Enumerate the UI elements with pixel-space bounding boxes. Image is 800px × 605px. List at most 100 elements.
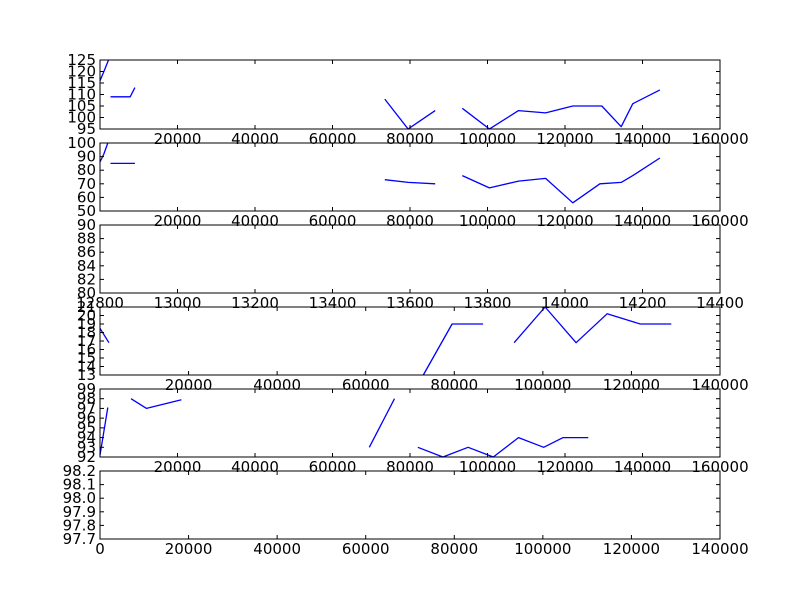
y-tick-label: 105	[67, 97, 96, 115]
y-tick-label: 86	[77, 243, 96, 261]
x-tick-label: 20000	[165, 376, 213, 394]
y-tick-label: 95	[77, 419, 96, 437]
series-line-segment	[384, 179, 436, 185]
series-line-segment	[130, 398, 182, 410]
x-tick-label: 14000	[541, 294, 589, 312]
x-tick-label: 13400	[309, 294, 357, 312]
x-tick-label: 20000	[154, 458, 202, 476]
y-tick-label: 98.1	[63, 476, 96, 494]
series-line-segment	[422, 323, 484, 376]
x-tick-label: 120000	[603, 376, 660, 394]
x-tick-label: 140000	[614, 458, 671, 476]
y-tick-label: 94	[77, 429, 96, 447]
x-tick-label: 120000	[603, 540, 660, 558]
y-tick-label: 98.2	[63, 462, 96, 480]
series-line-segment	[462, 157, 661, 204]
y-tick-label: 110	[67, 86, 96, 104]
y-tick-label: 17	[77, 332, 96, 350]
series-line-segment	[368, 398, 396, 448]
x-tick-label: 14200	[619, 294, 667, 312]
x-tick-label: 120000	[536, 458, 593, 476]
y-tick-label: 125	[67, 51, 96, 69]
panel-3-frame	[99, 224, 721, 294]
x-tick-label: 13800	[464, 294, 512, 312]
series-line-segment	[99, 407, 109, 456]
y-tick-label: 80	[77, 161, 96, 179]
series-line-segment	[99, 59, 110, 81]
y-tick-label: 14	[77, 358, 96, 376]
panel-1: 20000 40000 60000 80000 100000 120000 140000 16…	[67, 51, 748, 148]
y-tick-label: 99	[77, 380, 96, 398]
y-tick-label: 80	[77, 284, 96, 302]
y-tick-label: 50	[77, 202, 96, 220]
x-tick-label: 40000	[231, 458, 279, 476]
x-tick-label: 13200	[231, 294, 279, 312]
y-tick-label: 93	[77, 438, 96, 456]
x-tick-label: 40000	[253, 540, 301, 558]
y-tick-label: 84	[77, 257, 96, 275]
y-tick-label: 13	[77, 366, 96, 384]
x-tick-label: 80000	[430, 376, 478, 394]
y-tick-label: 18	[77, 324, 96, 342]
y-tick-label: 96	[77, 409, 96, 427]
x-tick-label: 60000	[342, 376, 390, 394]
panel-5-frame	[99, 388, 721, 458]
y-tick-label: 90	[77, 216, 96, 234]
series-line-segment	[110, 87, 136, 98]
series-line-segment	[99, 327, 110, 344]
x-tick-label: 60000	[309, 458, 357, 476]
y-tick-label: 97	[77, 399, 96, 417]
y-tick-label: 97.7	[63, 530, 96, 548]
panel-5-series	[99, 398, 589, 458]
x-tick-label: 80000	[386, 458, 434, 476]
y-tick-label: 97.8	[63, 516, 96, 534]
x-tick-label: 40000	[253, 376, 301, 394]
series-line-segment	[461, 89, 661, 130]
series-line-segment	[513, 306, 672, 344]
series-line-segment	[417, 436, 589, 458]
x-tick-label: 100000	[459, 458, 516, 476]
panel-4-series	[99, 306, 672, 376]
panel-6: 0 20000 40000 60000 80000 100000 120000 140000 9…	[63, 462, 749, 558]
y-tick-label: 120	[67, 63, 96, 81]
panel-1-series	[99, 59, 661, 130]
x-tick-label: 100000	[514, 540, 571, 558]
y-tick-label: 100	[67, 134, 96, 152]
y-tick-label: 90	[77, 148, 96, 166]
x-tick-label: 100000	[514, 376, 571, 394]
y-tick-label: 15	[77, 349, 96, 367]
y-tick-label: 20	[77, 307, 96, 325]
x-tick-label: 60000	[342, 540, 390, 558]
y-tick-label: 97.9	[63, 503, 96, 521]
x-tick-label: 80000	[430, 540, 478, 558]
y-tick-label: 70	[77, 175, 96, 193]
series-line-segment	[384, 98, 436, 130]
y-tick-label: 115	[67, 74, 96, 92]
panel-2: 20000 40000 60000 80000 100000 120000 140000 16…	[67, 134, 748, 230]
y-tick-label: 82	[77, 270, 96, 288]
panel-1-frame	[99, 59, 721, 130]
y-tick-label: 92	[77, 448, 96, 466]
panel-2-frame	[99, 142, 721, 212]
panel-2-series	[99, 142, 661, 204]
panel-6-frame	[99, 470, 721, 540]
y-tick-label: 95	[77, 120, 96, 138]
panel-4-frame	[99, 306, 721, 376]
y-tick-label: 98.0	[63, 489, 96, 507]
panel-3: 12800 13000 13200 13400 13600 13800 14000 14200…	[76, 216, 744, 312]
x-tick-label: 0	[95, 540, 105, 558]
y-tick-label: 19	[77, 315, 96, 333]
x-tick-label: 20000	[165, 540, 213, 558]
y-tick-label: 100	[67, 109, 96, 127]
panel-4: 20000 40000 60000 80000 100000 120000 14000013…	[77, 298, 749, 394]
x-tick-label: 13000	[154, 294, 202, 312]
x-tick-label: 13600	[386, 294, 434, 312]
y-tick-label: 60	[77, 188, 96, 206]
y-tick-label: 98	[77, 390, 96, 408]
series-line-segment	[99, 142, 109, 163]
y-tick-label: 16	[77, 341, 96, 359]
panel-5: 20000 40000 60000 80000 100000 120000 140000 16…	[77, 380, 749, 476]
y-tick-label: 88	[77, 230, 96, 248]
